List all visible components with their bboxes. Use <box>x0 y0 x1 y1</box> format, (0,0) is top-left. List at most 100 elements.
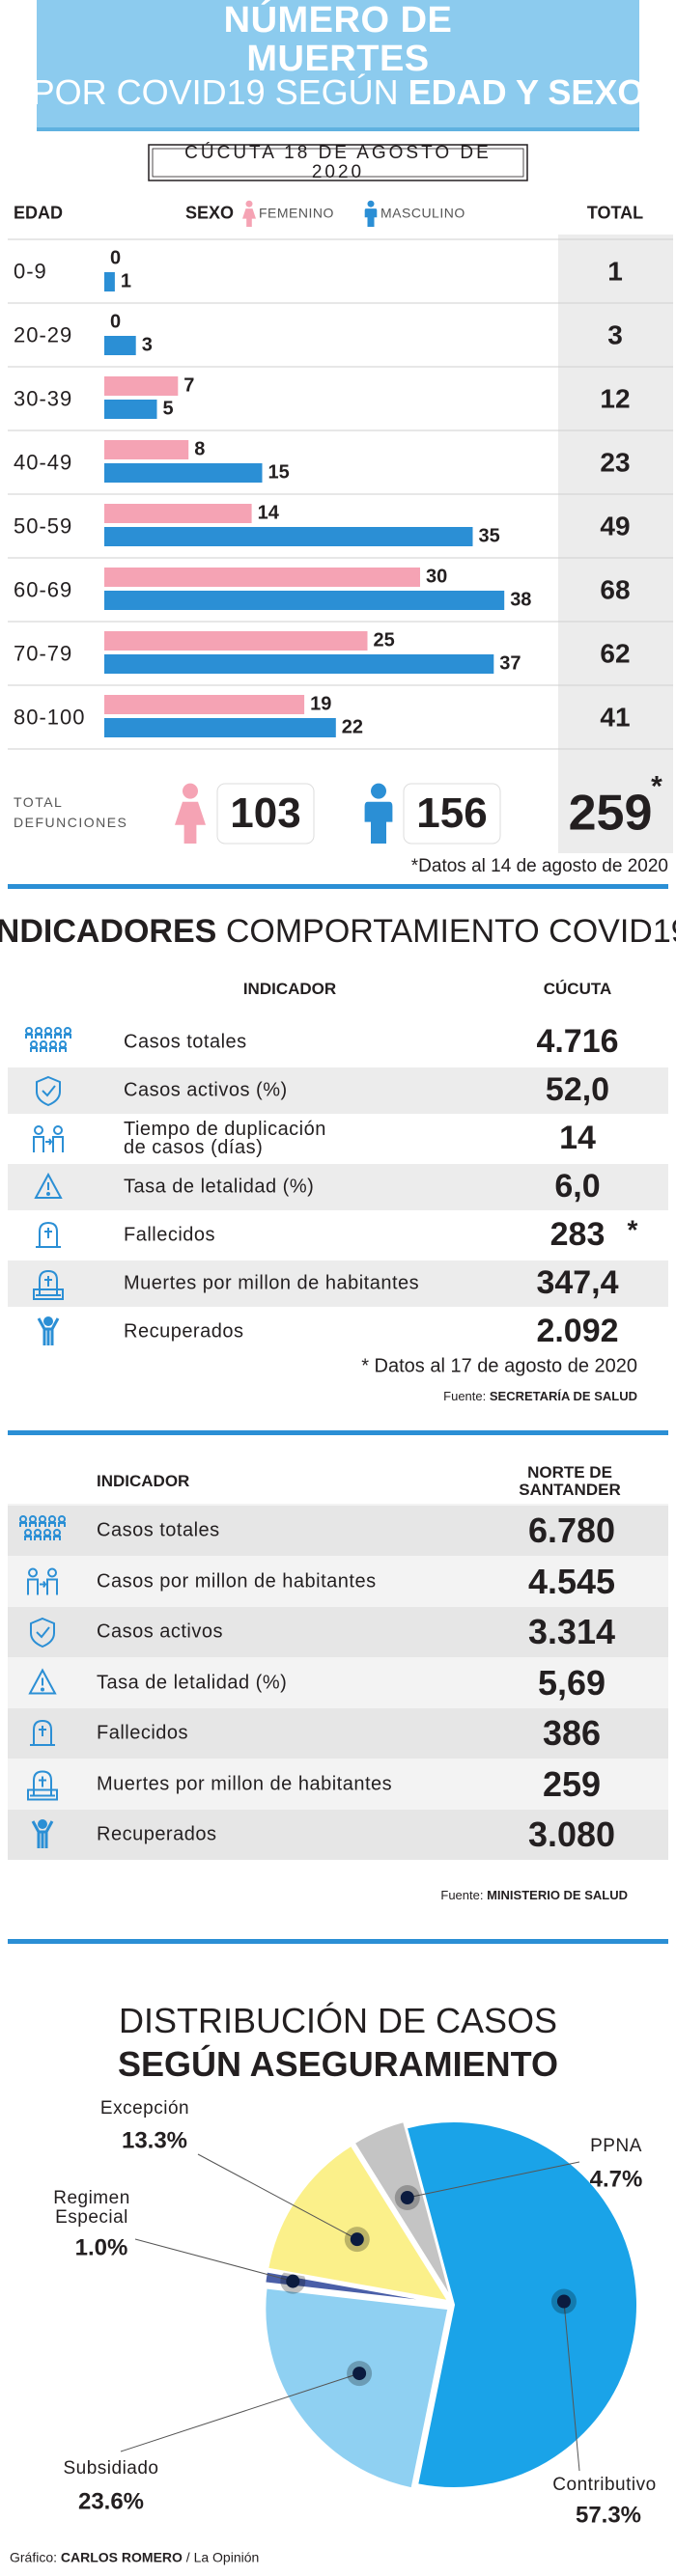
header-shadow <box>37 127 639 131</box>
icon-part <box>40 1040 47 1048</box>
slice-label: PPNA <box>590 2136 642 2157</box>
bar-label: 35 <box>478 525 500 547</box>
icon-part <box>28 1567 38 1578</box>
bar-label: 5 <box>162 398 174 420</box>
indicator-label: Fallecidos <box>97 1722 189 1744</box>
bar <box>104 376 179 396</box>
icon-part <box>54 1027 62 1035</box>
row-total: 1 <box>607 256 623 287</box>
row-icon <box>25 1027 71 1052</box>
row-icon <box>33 1269 64 1300</box>
icon-part <box>53 1125 63 1135</box>
icon-part <box>49 1047 57 1052</box>
subtitle: CÚCUTA 18 DE AGOSTO DE 2020 <box>184 143 492 182</box>
indicator-label: Fallecidos <box>124 1224 216 1246</box>
icon-part <box>38 1819 47 1829</box>
male-icon <box>364 783 393 844</box>
icon-part <box>37 1317 60 1345</box>
asterisk: * <box>627 1214 638 1245</box>
icon-part <box>46 1192 50 1196</box>
chart-subtitle: SEGÚN ASEGURAMIENTO <box>117 2044 559 2085</box>
grand-total: 259 <box>568 785 653 842</box>
row-band <box>8 1506 668 1556</box>
bar-label: 0 <box>110 247 122 269</box>
icon-body <box>242 208 256 227</box>
bar <box>104 440 189 459</box>
age-label: 80-100 <box>14 705 86 730</box>
icon-part <box>43 1316 53 1326</box>
icon-part <box>54 1034 62 1039</box>
bar <box>104 272 115 291</box>
row-icon <box>30 1617 55 1648</box>
title: POR COVID19 SEGÚN EDAD Y SEXO <box>32 74 645 111</box>
row-band <box>8 1260 668 1307</box>
icon-part <box>30 1040 38 1048</box>
bar-label: 15 <box>268 461 290 484</box>
age-label: 0-9 <box>14 259 47 284</box>
icon-part <box>40 1580 47 1589</box>
source-label: Fuente: <box>443 1389 487 1404</box>
row-band <box>8 1607 668 1657</box>
row-icon <box>33 1125 64 1152</box>
age-label: 70-79 <box>14 641 73 666</box>
title: NÚMERO DE MUERTES <box>223 0 453 79</box>
icon-part <box>59 1047 67 1052</box>
credit-separator: / <box>185 2549 190 2565</box>
indicator-value: 4.716 <box>536 1023 619 1061</box>
age-label: 30-39 <box>14 386 73 411</box>
bar <box>104 504 252 523</box>
icon-part <box>42 1085 56 1097</box>
icon-part <box>30 1617 55 1648</box>
indicator-value: 3.314 <box>527 1612 616 1652</box>
credit-outlet: La Opinión <box>193 2549 260 2565</box>
row-icon <box>27 1770 58 1801</box>
bar-label: 30 <box>426 566 448 588</box>
icon-body <box>364 801 393 844</box>
column-header: EDAD <box>14 203 64 223</box>
icon-part <box>58 1522 66 1527</box>
column-header: CÚCUTA <box>543 980 612 999</box>
row-icon <box>36 1221 61 1248</box>
icon-part <box>41 1687 44 1692</box>
leader-line <box>120 2372 360 2452</box>
source: Fuente: SECRETARÍA DE SALUD <box>443 1390 637 1403</box>
indicator-label: Tasa de letalidad (%) <box>124 1176 315 1198</box>
icon-part <box>33 1719 52 1745</box>
slice-value: 1.0% <box>74 2234 128 2261</box>
leader-line <box>407 2161 580 2199</box>
bar <box>104 654 494 674</box>
icon-part <box>39 1776 46 1787</box>
bar <box>104 695 305 714</box>
bar-label: 37 <box>499 652 521 675</box>
title-part: INDICADORES <box>0 913 217 951</box>
icon-part <box>39 1269 58 1295</box>
age-label: 60-69 <box>14 577 73 602</box>
pie-slice <box>264 2286 450 2490</box>
bar-label: 22 <box>341 716 364 738</box>
icon-part <box>44 1276 52 1287</box>
indicator-label: Recuperados <box>97 1823 217 1845</box>
title-part: EDAD Y SEXO <box>408 72 645 113</box>
icon-part <box>44 1228 52 1238</box>
icon-part <box>39 1221 58 1247</box>
row-icon <box>36 1075 61 1107</box>
row-total: 12 <box>600 383 631 414</box>
dot <box>350 2232 364 2247</box>
slice-value: 57.3% <box>575 2502 642 2529</box>
icon-part <box>44 1034 52 1039</box>
slice-label: Contributivo <box>552 2475 657 2496</box>
icon-head <box>367 200 375 208</box>
icon-part <box>35 1027 42 1035</box>
icon-part <box>29 1522 37 1527</box>
date-box <box>148 144 528 181</box>
slice-value: 23.6% <box>77 2488 145 2515</box>
note: *Datos al 14 de agosto de 2020 <box>410 856 668 877</box>
icon-part <box>46 1578 58 1595</box>
indicator-label: Casos totales <box>124 1031 247 1053</box>
slice-value: 4.7% <box>589 2166 643 2193</box>
indicator-value: 283 <box>549 1216 606 1254</box>
section-title: INDICADORES COMPORTAMIENTO COVID19 <box>0 913 676 951</box>
bar <box>104 568 420 587</box>
icon-part <box>45 1138 53 1146</box>
icon-part <box>64 1034 71 1039</box>
